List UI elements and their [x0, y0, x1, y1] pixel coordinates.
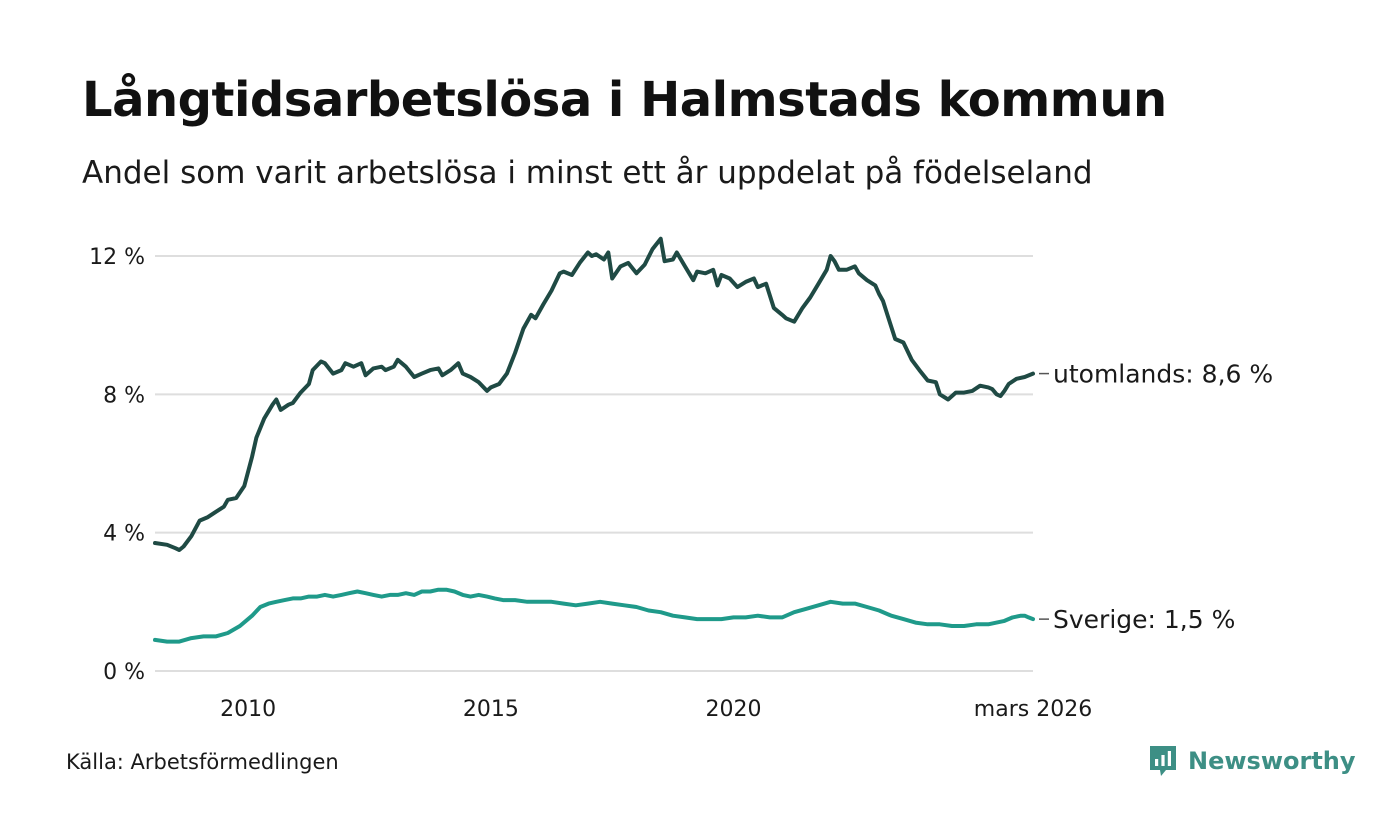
y-tick-label-8: 8 % — [103, 383, 145, 408]
chart-title: Långtidsarbetslösa i Halmstads kommun — [82, 72, 1167, 128]
x-tick-label-3: mars 2026 — [974, 697, 1092, 722]
y-tick-label-0: 0 % — [103, 660, 145, 685]
series-end-label-sverige: Sverige: 1,5 % — [1053, 605, 1235, 634]
series-line-utomlands — [153, 236, 1035, 552]
y-axis: 0 % 4 % 8 % 12 % — [89, 245, 145, 685]
x-axis: 2010 2015 2020 mars 2026 — [220, 697, 1092, 722]
series-lines — [153, 236, 1035, 644]
y-tick-label-12: 12 % — [89, 245, 145, 270]
chart-subtitle: Andel som varit arbetslösa i minst ett å… — [82, 155, 1093, 191]
x-tick-label-1: 2015 — [463, 697, 519, 722]
y-tick-label-4: 4 % — [103, 522, 145, 547]
x-tick-label-2: 2020 — [706, 697, 762, 722]
series-line-sverige — [153, 587, 1035, 644]
brand-name: Newsworthy — [1188, 747, 1356, 775]
source-note: Källa: Arbetsförmedlingen — [66, 750, 339, 774]
series-end-label-utomlands: utomlands: 8,6 % — [1053, 360, 1273, 389]
newsworthy-logo-icon — [1150, 746, 1176, 776]
brand-logo: Newsworthy — [1148, 744, 1356, 778]
line-chart: 0 % 4 % 8 % 12 % 2010 2015 2020 mars 2026 utom… — [89, 236, 1273, 722]
series-end-labels: utomlands: 8,6 % Sverige: 1,5 % — [1039, 360, 1273, 634]
x-tick-label-0: 2010 — [220, 697, 276, 722]
grid-lines — [155, 255, 1033, 672]
